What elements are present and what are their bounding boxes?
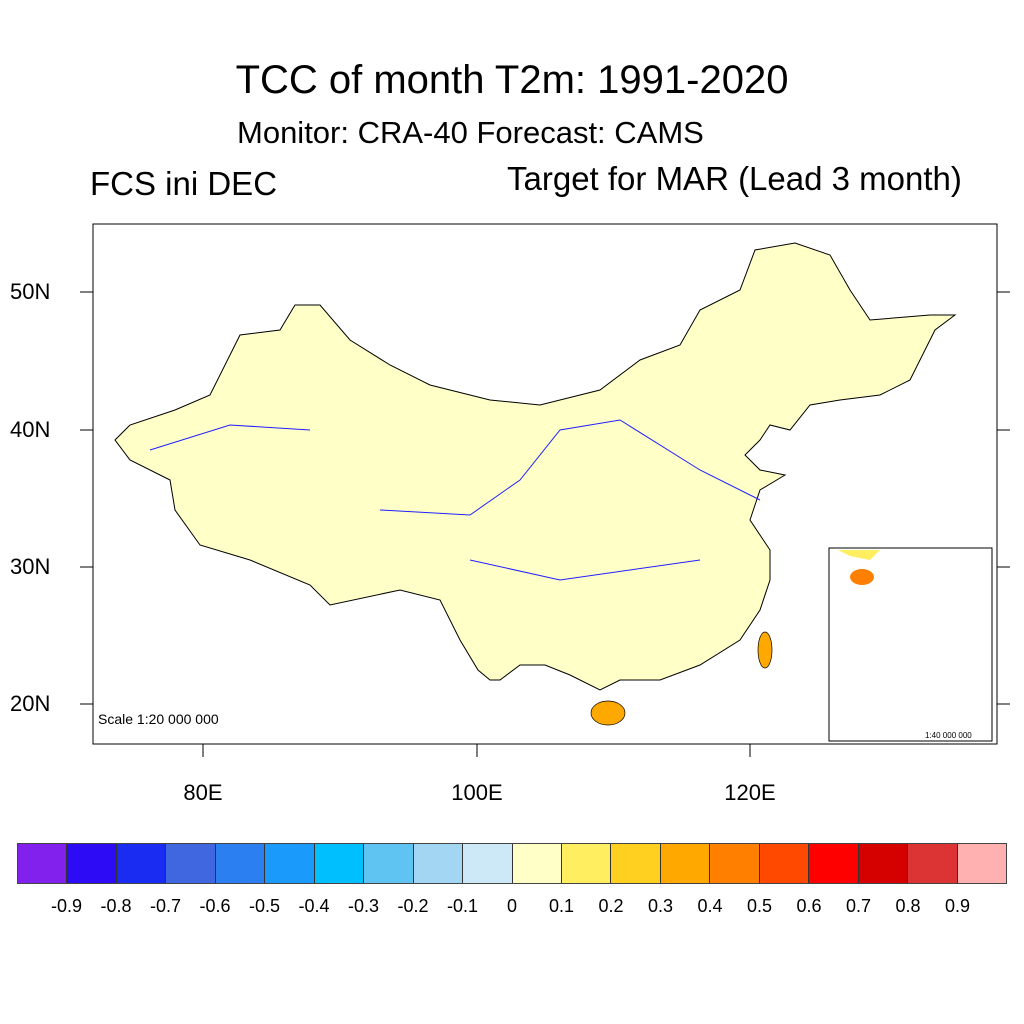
colorbar-label: 0 — [506, 896, 518, 916]
colorbar-label: 0.3 — [647, 896, 674, 916]
axis-ticks — [80, 291, 1010, 757]
inset-scale-label: 1:40 000 000 — [925, 731, 972, 740]
colorbar-swatch — [18, 844, 68, 883]
colorbar-swatch — [116, 844, 167, 883]
colorbar-label: -0.3 — [347, 896, 380, 916]
colorbar-label: 0.8 — [895, 896, 921, 916]
colorbar-label: -0.8 — [100, 896, 132, 916]
colorbar-swatch — [809, 844, 859, 883]
x-tick-label: 100E — [451, 780, 503, 805]
colorbar-swatch — [67, 844, 117, 883]
right-subtitle: Target for MAR (Lead 3 month) — [507, 160, 962, 197]
colorbar-label: -0.5 — [248, 896, 281, 916]
colorbar-swatch — [314, 844, 365, 883]
hainan-island — [590, 700, 626, 726]
y-tick-label: 20N — [10, 691, 51, 716]
colorbar-swatch — [660, 844, 711, 883]
figure-title: TCC of month T2m: 1991-2020 — [235, 58, 789, 102]
y-tick-label: 40N — [10, 417, 51, 442]
colorbar-swatch — [265, 844, 315, 883]
inset-map — [828, 547, 993, 742]
colorbar-swatch — [908, 844, 958, 883]
colorbar-swatch — [710, 844, 760, 883]
colorbar-label: -0.6 — [199, 896, 231, 916]
rivers — [149, 419, 761, 581]
figure-subtitle: Monitor: CRA-40 Forecast: CAMS — [237, 115, 704, 150]
x-tick-label: 120E — [724, 780, 776, 805]
colorbar-swatch — [561, 844, 612, 883]
colorbar-swatch — [759, 844, 810, 883]
y-tick-label: 50N — [10, 279, 51, 304]
colorbar-label: -0.2 — [397, 896, 429, 916]
colorbar-label: -0.1 — [446, 896, 479, 916]
colorbar-label: 0.6 — [796, 896, 822, 916]
colorbar-swatch — [858, 844, 909, 883]
y-tick-label: 30N — [10, 554, 51, 579]
x-tick-label: 80E — [183, 780, 223, 805]
taiwan-island — [757, 631, 773, 669]
colorbar-label: 0.4 — [697, 896, 723, 916]
colorbar-swatch — [364, 844, 414, 883]
colorbar-swatch — [611, 844, 661, 883]
scale-label: Scale 1:20 000 000 — [98, 711, 219, 727]
colorbar-swatch — [463, 844, 513, 883]
colorbar-swatch — [512, 844, 562, 883]
colorbar-label: -0.4 — [298, 896, 330, 916]
colorbar-label: 0.2 — [598, 896, 624, 916]
colorbar — [17, 843, 1007, 884]
colorbar-label: 0.5 — [746, 896, 773, 916]
china-map — [114, 242, 956, 726]
colorbar-swatch — [215, 844, 266, 883]
left-subtitle: FCS ini DEC — [90, 165, 278, 202]
colorbar-label: -0.9 — [50, 896, 83, 916]
colorbar-label: -0.7 — [149, 896, 182, 916]
colorbar-label: 0.7 — [845, 896, 872, 916]
colorbar-swatch — [957, 844, 1007, 883]
colorbar-swatch — [166, 844, 216, 883]
colorbar-label: 0.9 — [944, 896, 971, 916]
colorbar-swatch — [413, 844, 464, 883]
colorbar-label: 0.1 — [548, 896, 575, 916]
